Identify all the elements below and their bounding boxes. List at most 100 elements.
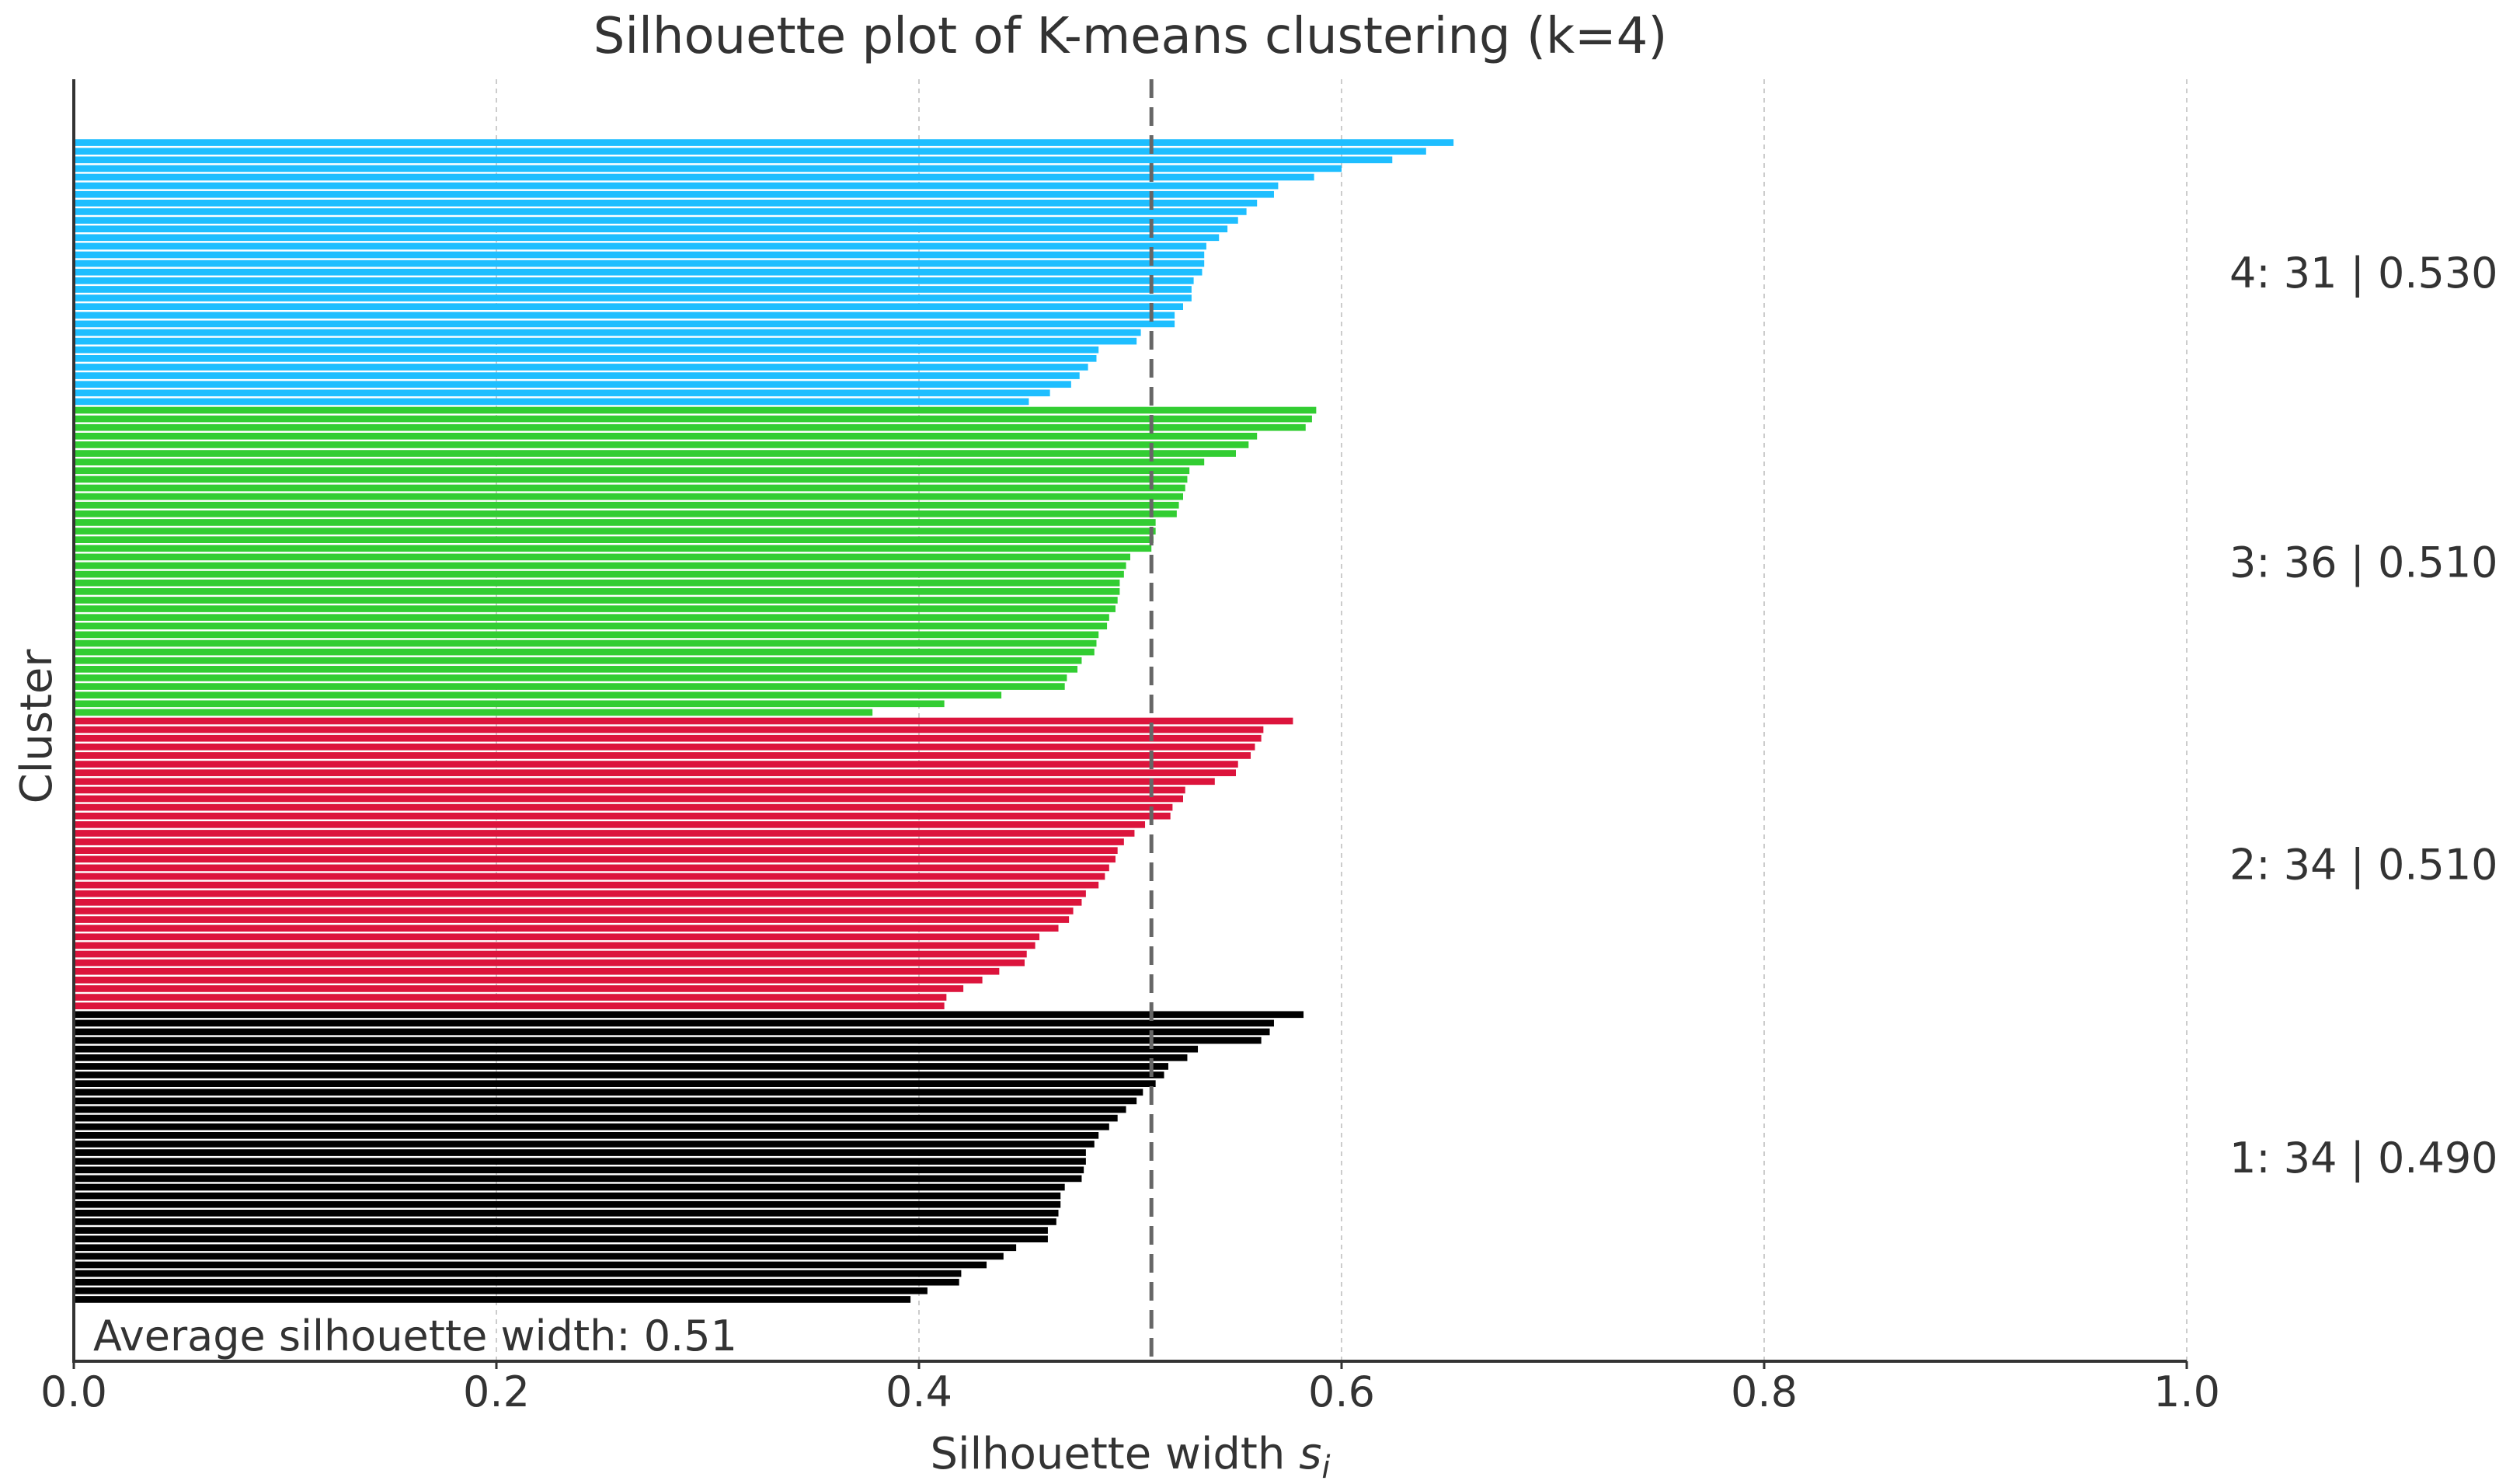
silhouette-bar-cluster-1 <box>74 1089 1143 1096</box>
silhouette-bar-cluster-1 <box>74 1175 1082 1183</box>
silhouette-bar-cluster-3 <box>74 501 1179 509</box>
silhouette-bar-cluster-2 <box>74 994 947 1001</box>
silhouette-bar-cluster-1 <box>74 1192 1061 1200</box>
silhouette-bar-cluster-2 <box>74 838 1124 845</box>
silhouette-bar-cluster-4 <box>74 337 1137 345</box>
silhouette-bar-cluster-3 <box>74 691 1002 698</box>
silhouette-bar-cluster-3 <box>74 458 1205 465</box>
silhouette-bar-cluster-3 <box>74 553 1130 561</box>
silhouette-bar-cluster-2 <box>74 933 1040 941</box>
cluster-label-3: 3: 36 | 0.510 <box>2229 538 2498 587</box>
cluster-label-2: 2: 34 | 0.510 <box>2229 840 2498 889</box>
silhouette-bar-cluster-2 <box>74 950 1027 958</box>
silhouette-bar-cluster-3 <box>74 648 1095 656</box>
silhouette-bar-cluster-2 <box>74 916 1070 923</box>
silhouette-bar-cluster-1 <box>74 1218 1056 1225</box>
silhouette-bar-cluster-3 <box>74 597 1118 604</box>
silhouette-bar-cluster-4 <box>74 182 1279 190</box>
silhouette-bar-cluster-2 <box>74 734 1262 742</box>
silhouette-bar-cluster-3 <box>74 415 1312 423</box>
x-axis-label-symbol: s <box>1299 1429 1321 1479</box>
silhouette-bar-cluster-2 <box>74 907 1074 914</box>
bars-group <box>74 139 1454 1303</box>
silhouette-bar-cluster-2 <box>74 795 1183 803</box>
x-axis-label-text: Silhouette width <box>930 1429 1285 1479</box>
silhouette-bar-cluster-4 <box>74 312 1175 319</box>
silhouette-bar-cluster-2 <box>74 959 1025 967</box>
silhouette-bar-cluster-4 <box>74 251 1205 259</box>
silhouette-bar-cluster-2 <box>74 744 1255 751</box>
average-silhouette-label: Average silhouette width: 0.51 <box>93 1312 737 1360</box>
silhouette-bar-cluster-2 <box>74 717 1293 725</box>
silhouette-bar-cluster-3 <box>74 476 1188 483</box>
silhouette-bar-cluster-1 <box>74 1296 911 1303</box>
chart-title: Silhouette plot of K-means clustering (k… <box>593 8 1668 65</box>
silhouette-bar-cluster-4 <box>74 234 1220 242</box>
silhouette-bar-cluster-4 <box>74 139 1454 146</box>
silhouette-bar-cluster-1 <box>74 1097 1137 1105</box>
silhouette-bar-cluster-4 <box>74 398 1029 406</box>
silhouette-bar-cluster-4 <box>74 372 1080 379</box>
silhouette-bar-cluster-3 <box>74 536 1154 543</box>
silhouette-bar-cluster-3 <box>74 519 1156 526</box>
silhouette-bar-cluster-2 <box>74 899 1082 906</box>
silhouette-bar-cluster-3 <box>74 666 1077 673</box>
silhouette-bar-cluster-4 <box>74 217 1238 224</box>
silhouette-bar-cluster-1 <box>74 1166 1084 1174</box>
x-tick-label: 1.0 <box>2153 1367 2220 1416</box>
silhouette-bar-cluster-2 <box>74 769 1236 776</box>
x-tick-label: 0.6 <box>1308 1367 1375 1416</box>
silhouette-bar-cluster-2 <box>74 985 964 992</box>
cluster-label-1: 1: 34 | 0.490 <box>2229 1134 2498 1183</box>
silhouette-bar-cluster-1 <box>74 1063 1168 1070</box>
silhouette-bar-cluster-3 <box>74 605 1116 612</box>
silhouette-bar-cluster-3 <box>74 433 1258 440</box>
silhouette-bar-cluster-4 <box>74 260 1205 267</box>
silhouette-bar-cluster-4 <box>74 200 1258 207</box>
silhouette-bar-cluster-2 <box>74 890 1086 897</box>
silhouette-bar-cluster-3 <box>74 631 1099 639</box>
silhouette-bar-cluster-1 <box>74 1106 1126 1113</box>
silhouette-bar-cluster-3 <box>74 484 1185 492</box>
x-tick-label: 0.0 <box>40 1367 107 1416</box>
silhouette-bar-cluster-3 <box>74 622 1108 630</box>
silhouette-bar-cluster-2 <box>74 847 1118 854</box>
y-axis-label: Cluster <box>12 649 62 804</box>
silhouette-bar-cluster-1 <box>74 1183 1065 1191</box>
silhouette-bar-cluster-3 <box>74 674 1067 681</box>
silhouette-bar-cluster-4 <box>74 294 1192 301</box>
silhouette-bar-cluster-2 <box>74 803 1173 811</box>
silhouette-bar-cluster-4 <box>74 190 1274 198</box>
silhouette-bar-cluster-2 <box>74 778 1215 786</box>
silhouette-bar-cluster-4 <box>74 165 1342 172</box>
silhouette-bar-cluster-3 <box>74 423 1306 431</box>
silhouette-bar-cluster-3 <box>74 493 1183 500</box>
cluster-label-4: 4: 31 | 0.530 <box>2229 249 2498 298</box>
silhouette-bar-cluster-3 <box>74 657 1082 664</box>
silhouette-bar-cluster-4 <box>74 381 1071 388</box>
silhouette-bar-cluster-3 <box>74 570 1124 578</box>
silhouette-bar-cluster-2 <box>74 967 1000 975</box>
silhouette-bar-cluster-4 <box>74 277 1194 284</box>
silhouette-bar-cluster-1 <box>74 1054 1188 1061</box>
silhouette-bar-cluster-2 <box>74 977 983 984</box>
silhouette-bar-cluster-1 <box>74 1036 1262 1044</box>
silhouette-bar-cluster-4 <box>74 320 1175 328</box>
silhouette-bar-cluster-3 <box>74 700 945 708</box>
axes-group <box>72 79 2187 1363</box>
silhouette-bar-cluster-1 <box>74 1227 1048 1234</box>
silhouette-bar-cluster-4 <box>74 355 1097 362</box>
silhouette-bar-cluster-2 <box>74 864 1109 872</box>
silhouette-bar-cluster-2 <box>74 761 1238 768</box>
silhouette-bar-cluster-3 <box>74 639 1097 647</box>
silhouette-bar-cluster-4 <box>74 329 1141 336</box>
silhouette-bar-cluster-4 <box>74 346 1099 354</box>
silhouette-bar-cluster-2 <box>74 873 1105 880</box>
silhouette-bar-cluster-3 <box>74 441 1249 448</box>
silhouette-bar-cluster-1 <box>74 1019 1274 1027</box>
x-ticks: 0.0 0.2 0.4 0.6 0.8 1.0 <box>40 1361 2220 1416</box>
silhouette-bar-cluster-4 <box>74 208 1247 215</box>
silhouette-bar-cluster-2 <box>74 855 1116 863</box>
silhouette-bar-cluster-1 <box>74 1252 1004 1260</box>
